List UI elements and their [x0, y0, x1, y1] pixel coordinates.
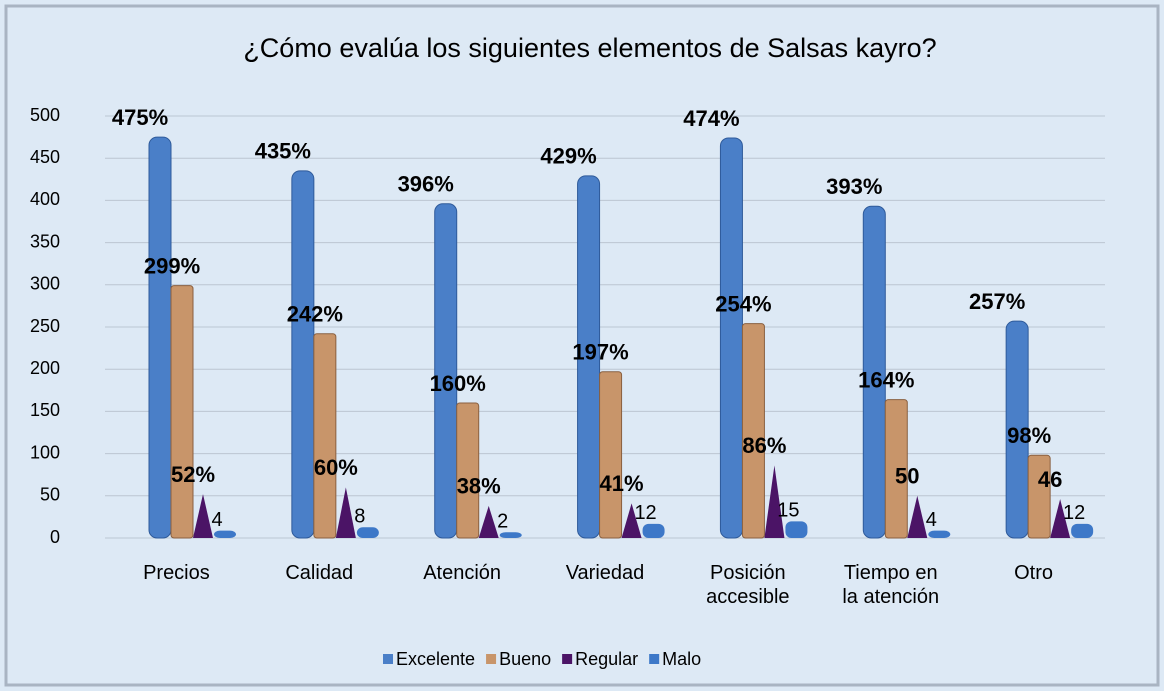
bar	[193, 494, 213, 538]
bar	[1027, 454, 1051, 539]
bar	[741, 323, 765, 539]
x-tick-label: Otro	[1014, 562, 1054, 584]
legend-swatch	[649, 654, 660, 664]
bar	[313, 333, 337, 539]
legend-swatch	[383, 654, 393, 664]
data-label: 86%	[742, 433, 786, 458]
y-tick-label: 50	[40, 485, 60, 505]
data-label: 2	[497, 511, 508, 533]
y-tick-label: 400	[30, 189, 60, 209]
y-tick-label: 100	[30, 442, 60, 462]
bar	[499, 532, 522, 538]
bar	[621, 503, 642, 538]
data-label: 4	[926, 509, 937, 531]
y-tick-label: 450	[30, 147, 60, 167]
data-label: 242%	[287, 302, 343, 327]
data-label: 254%	[715, 291, 771, 316]
data-label: 8	[354, 506, 365, 528]
bar	[764, 465, 785, 538]
y-tick-label: 300	[30, 274, 60, 294]
legend-swatch	[486, 654, 497, 664]
bar	[719, 137, 743, 539]
bar	[170, 285, 194, 539]
x-tick-label: Calidad	[285, 562, 354, 584]
data-label: 41%	[600, 471, 644, 496]
bar	[1005, 320, 1029, 539]
bar	[214, 530, 236, 538]
data-label: 12	[634, 502, 656, 524]
bar	[456, 402, 480, 539]
data-label: 46	[1038, 467, 1062, 492]
data-label: 38%	[457, 474, 501, 499]
x-tick-label: Variedad	[565, 562, 645, 584]
bar	[291, 170, 315, 539]
x-tick-label: Precios	[143, 562, 210, 584]
data-label: 4	[211, 509, 222, 531]
bar	[356, 527, 379, 538]
data-label: 299%	[144, 253, 200, 278]
legend-label: Regular	[575, 649, 638, 669]
bar	[907, 495, 928, 538]
data-label: 12	[1063, 502, 1085, 524]
bar	[148, 136, 172, 539]
legend-swatch	[562, 654, 573, 664]
bar	[434, 203, 458, 539]
bar	[599, 371, 623, 539]
y-tick-label: 250	[30, 316, 60, 336]
bar	[642, 523, 665, 538]
legend-label: Excelente	[396, 649, 475, 669]
data-label: 160%	[430, 371, 486, 396]
y-tick-label: 350	[30, 231, 60, 251]
y-tick-label: 0	[50, 527, 60, 547]
bar	[884, 399, 908, 539]
data-label: 60%	[314, 455, 358, 480]
data-label: 197%	[572, 340, 628, 365]
bar	[335, 487, 356, 538]
data-label: 393%	[826, 174, 882, 199]
chart-title: ¿Cómo evalúa los siguientes elementos de…	[243, 33, 936, 63]
bar	[785, 521, 808, 538]
data-label: 475%	[112, 105, 168, 130]
bar	[577, 175, 601, 539]
data-label: 164%	[858, 367, 914, 392]
y-tick-label: 150	[30, 400, 60, 420]
data-label: 435%	[255, 139, 311, 164]
bar	[928, 530, 951, 538]
bar	[862, 205, 886, 539]
bar	[478, 505, 499, 538]
data-label: 257%	[969, 289, 1025, 314]
y-tick-label: 200	[30, 358, 60, 378]
bar	[1050, 499, 1071, 538]
legend-label: Bueno	[499, 649, 551, 669]
x-tick-label: Posición accesible	[706, 562, 790, 608]
data-label: 474%	[683, 106, 739, 131]
data-label: 429%	[540, 144, 596, 169]
data-label: 50	[895, 464, 919, 489]
legend-label: Malo	[662, 649, 701, 669]
frame	[4, 4, 1160, 687]
data-label: 52%	[171, 462, 215, 487]
data-label: 98%	[1007, 423, 1051, 448]
bar	[1071, 523, 1094, 538]
data-label: 15	[777, 500, 799, 522]
x-tick-label: Tiempo en la atención	[842, 562, 940, 608]
y-tick-label: 500	[30, 105, 60, 125]
x-tick-label: Atención	[423, 562, 502, 584]
data-label: 396%	[398, 172, 454, 197]
